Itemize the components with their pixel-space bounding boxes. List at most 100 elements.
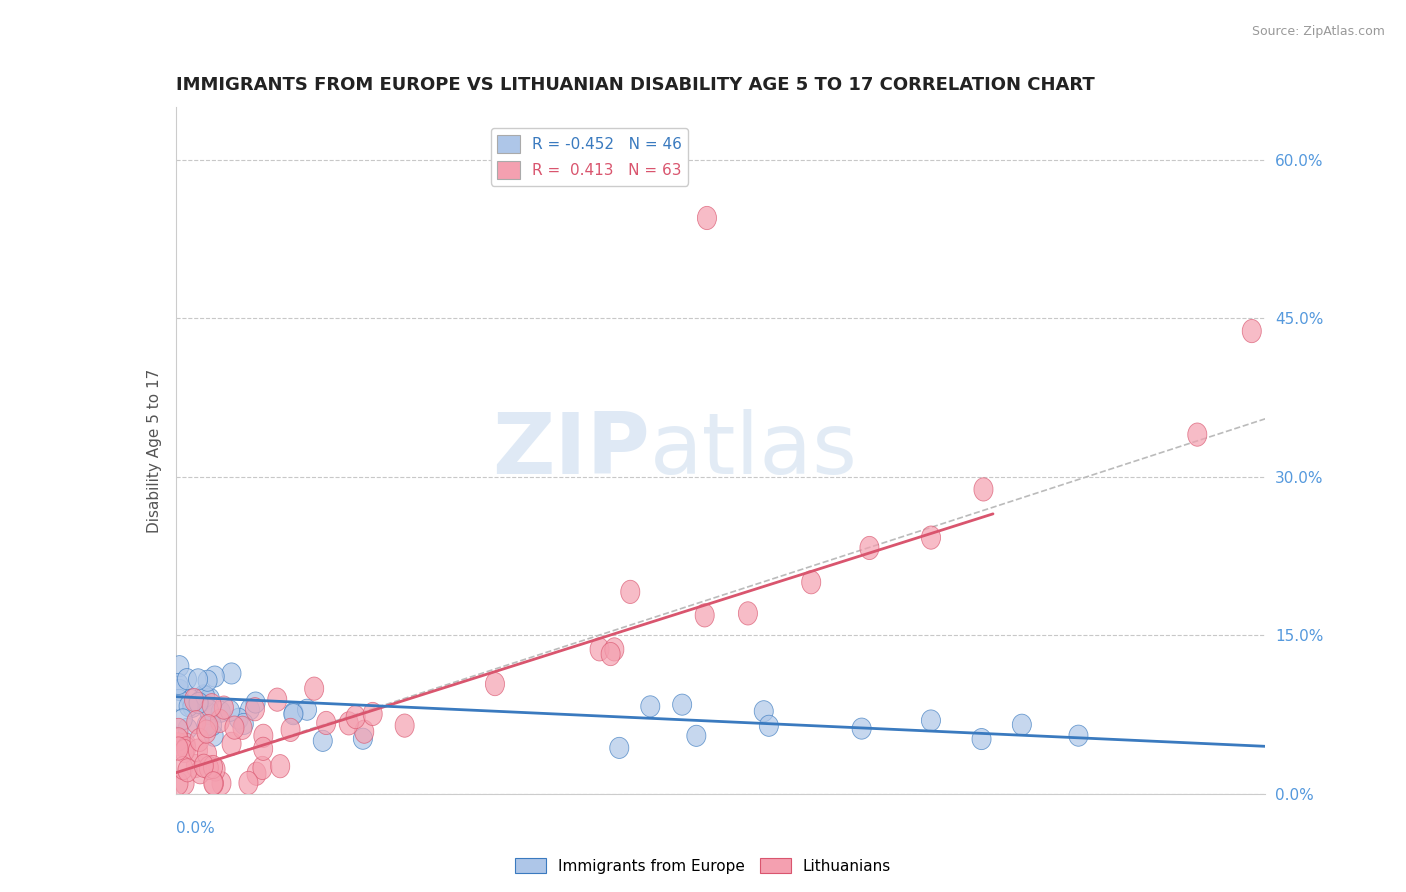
- Ellipse shape: [253, 737, 273, 760]
- Legend: Immigrants from Europe, Lithuanians: Immigrants from Europe, Lithuanians: [509, 852, 897, 880]
- Ellipse shape: [974, 478, 993, 501]
- Ellipse shape: [281, 718, 299, 741]
- Ellipse shape: [181, 690, 201, 711]
- Ellipse shape: [177, 737, 195, 760]
- Ellipse shape: [169, 728, 188, 751]
- Ellipse shape: [267, 688, 287, 711]
- Ellipse shape: [221, 700, 239, 722]
- Ellipse shape: [921, 710, 941, 731]
- Ellipse shape: [177, 668, 197, 690]
- Ellipse shape: [200, 688, 219, 709]
- Ellipse shape: [190, 692, 209, 714]
- Ellipse shape: [346, 706, 366, 729]
- Ellipse shape: [169, 772, 188, 795]
- Ellipse shape: [754, 701, 773, 722]
- Ellipse shape: [395, 714, 415, 737]
- Ellipse shape: [179, 759, 197, 782]
- Ellipse shape: [339, 712, 359, 735]
- Ellipse shape: [183, 697, 202, 717]
- Ellipse shape: [198, 670, 217, 691]
- Ellipse shape: [204, 756, 222, 779]
- Ellipse shape: [170, 656, 188, 677]
- Ellipse shape: [697, 206, 717, 229]
- Ellipse shape: [1188, 423, 1206, 446]
- Ellipse shape: [197, 742, 217, 765]
- Ellipse shape: [188, 692, 208, 714]
- Ellipse shape: [485, 673, 505, 696]
- Ellipse shape: [169, 673, 188, 695]
- Ellipse shape: [179, 696, 198, 716]
- Ellipse shape: [190, 728, 209, 752]
- Ellipse shape: [602, 642, 620, 665]
- Ellipse shape: [363, 702, 382, 725]
- Ellipse shape: [173, 709, 193, 730]
- Ellipse shape: [921, 526, 941, 549]
- Ellipse shape: [202, 694, 221, 717]
- Ellipse shape: [188, 669, 208, 690]
- Ellipse shape: [271, 755, 290, 778]
- Ellipse shape: [254, 724, 273, 747]
- Ellipse shape: [197, 720, 217, 743]
- Ellipse shape: [184, 689, 204, 712]
- Ellipse shape: [191, 761, 209, 784]
- Ellipse shape: [188, 739, 208, 762]
- Ellipse shape: [605, 638, 624, 661]
- Text: Source: ZipAtlas.com: Source: ZipAtlas.com: [1251, 25, 1385, 38]
- Ellipse shape: [298, 699, 316, 721]
- Ellipse shape: [591, 638, 609, 661]
- Legend: R = -0.452   N = 46, R =  0.413   N = 63: R = -0.452 N = 46, R = 0.413 N = 63: [491, 128, 689, 186]
- Ellipse shape: [284, 702, 304, 723]
- Ellipse shape: [212, 772, 231, 795]
- Ellipse shape: [174, 739, 194, 763]
- Text: ZIP: ZIP: [492, 409, 650, 492]
- Ellipse shape: [235, 714, 253, 734]
- Ellipse shape: [204, 772, 222, 795]
- Ellipse shape: [305, 677, 323, 700]
- Ellipse shape: [176, 772, 194, 795]
- Ellipse shape: [1012, 714, 1032, 735]
- Ellipse shape: [284, 704, 302, 725]
- Ellipse shape: [214, 696, 233, 719]
- Ellipse shape: [610, 738, 628, 758]
- Ellipse shape: [197, 714, 217, 736]
- Ellipse shape: [186, 755, 205, 778]
- Ellipse shape: [759, 715, 779, 737]
- Ellipse shape: [176, 733, 195, 756]
- Ellipse shape: [686, 725, 706, 747]
- Ellipse shape: [801, 571, 821, 594]
- Ellipse shape: [246, 692, 266, 713]
- Ellipse shape: [170, 680, 190, 700]
- Ellipse shape: [173, 756, 193, 780]
- Ellipse shape: [225, 716, 245, 739]
- Ellipse shape: [1243, 319, 1261, 343]
- Ellipse shape: [205, 666, 225, 687]
- Ellipse shape: [972, 729, 991, 749]
- Ellipse shape: [620, 581, 640, 604]
- Ellipse shape: [641, 696, 659, 717]
- Y-axis label: Disability Age 5 to 17: Disability Age 5 to 17: [146, 368, 162, 533]
- Ellipse shape: [195, 686, 215, 707]
- Ellipse shape: [222, 732, 240, 756]
- Ellipse shape: [233, 716, 252, 739]
- Ellipse shape: [314, 731, 332, 751]
- Ellipse shape: [738, 602, 758, 625]
- Ellipse shape: [695, 604, 714, 627]
- Ellipse shape: [1069, 725, 1088, 747]
- Ellipse shape: [198, 714, 218, 738]
- Text: atlas: atlas: [650, 409, 858, 492]
- Ellipse shape: [222, 663, 240, 684]
- Ellipse shape: [229, 708, 249, 730]
- Ellipse shape: [194, 754, 214, 778]
- Ellipse shape: [200, 756, 218, 780]
- Text: IMMIGRANTS FROM EUROPE VS LITHUANIAN DISABILITY AGE 5 TO 17 CORRELATION CHART: IMMIGRANTS FROM EUROPE VS LITHUANIAN DIS…: [176, 77, 1094, 95]
- Ellipse shape: [200, 704, 219, 724]
- Ellipse shape: [204, 772, 224, 795]
- Ellipse shape: [211, 709, 229, 732]
- Ellipse shape: [202, 714, 222, 736]
- Ellipse shape: [169, 737, 188, 760]
- Ellipse shape: [187, 711, 205, 734]
- Ellipse shape: [179, 718, 197, 739]
- Ellipse shape: [169, 718, 188, 741]
- Ellipse shape: [211, 701, 231, 723]
- Ellipse shape: [354, 720, 374, 743]
